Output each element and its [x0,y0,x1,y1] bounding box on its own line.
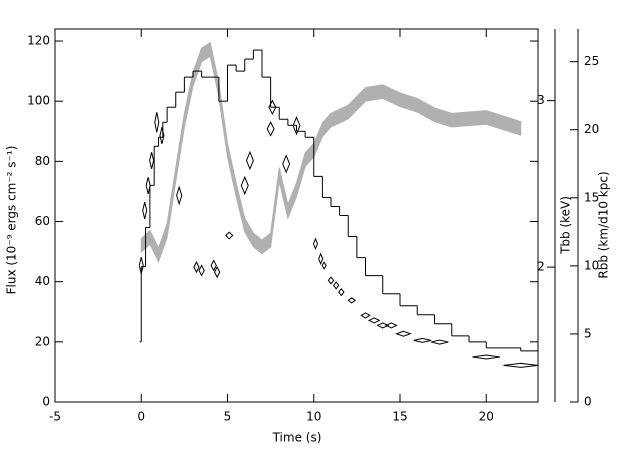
temperature-point [240,175,249,196]
temperature-point [225,231,234,240]
y-axis-label: Flux (10⁻⁹ ergs cm⁻² s⁻¹) [5,146,19,295]
plot-frame [54,28,539,403]
y3-tick-label: 3 [537,93,545,107]
y-tick-label: 80 [35,154,50,168]
x-axis-label: Time (s) [272,431,322,445]
temperature-point [145,177,151,194]
y2-tick-label: 20 [584,122,599,136]
y3-tick-label: 2 [537,260,545,274]
temperature-point [367,317,381,324]
y-tick-label: 100 [27,94,50,108]
y3-axis-label: Tbb (keV) [559,196,573,255]
temperature-point [312,237,319,251]
temperature-point [321,261,327,270]
temperature-point [138,257,144,274]
temperature-point [318,252,324,266]
temperature-point [503,362,539,368]
y-tick-label: 0 [42,395,50,409]
temperature-point [245,150,254,171]
x-tick-label: 20 [479,410,494,424]
temperature-point [327,276,335,285]
temperature-point [413,337,432,343]
y2-tick-label: 15 [584,190,599,204]
temperature-point [193,261,200,274]
temperature-point [159,127,165,145]
temperature-point [213,266,221,279]
y2-axis-label: Rbb (km/d10 kpc) [597,171,611,278]
temperature-point [376,322,390,329]
y2-tick-label: 10 [584,258,599,272]
x-tick-label: 15 [392,410,407,424]
temperature-point [268,99,277,116]
temperature-point [154,112,160,133]
temperature-point [210,259,217,272]
temperature-point [292,115,301,136]
temperature-point [149,152,155,169]
temperature-point [142,202,148,219]
y2-tick-label: 5 [584,326,592,340]
temperature-point [266,121,275,137]
x-tick-label: 5 [224,410,232,424]
temperature-point [360,312,371,319]
y-tick-label: 20 [35,334,50,348]
temperature-point [332,281,340,290]
temperature-point [472,354,501,360]
temperature-point [385,322,398,329]
y-tick-label: 60 [35,214,50,228]
y2-tick-label: 0 [584,395,592,409]
x-tick-label: 10 [306,410,321,424]
y-tick-label: 120 [27,34,50,48]
temperature-point [198,264,205,277]
temperature-point [176,185,183,206]
temperature-point [395,330,412,337]
x-tick-label: -5 [49,410,61,424]
x-tick-label: 0 [137,410,145,424]
radius-band [140,41,522,264]
temperature-point [347,297,357,304]
temperature-point [338,287,345,297]
temperature-point [430,339,449,345]
temperature-point [282,154,291,174]
y2-tick-label: 25 [584,54,599,68]
y-tick-label: 40 [35,274,50,288]
